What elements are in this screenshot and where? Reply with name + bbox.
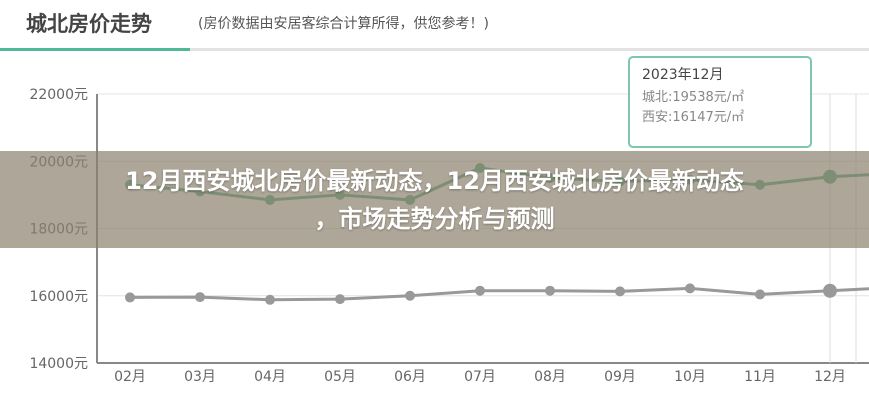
x-tick-label: 02月 [114, 369, 146, 385]
tooltip-row: 西安:16147元/㎡ [642, 110, 745, 125]
chart-subtitle: (房价数据由安居客综合计算所得，供您参考！) [198, 16, 489, 32]
data-point [823, 283, 837, 298]
data-point [755, 289, 765, 300]
x-tick-label: 11月 [744, 369, 776, 385]
tooltip-title: 2023年12月 [642, 67, 724, 83]
data-point [335, 294, 345, 305]
chart-title: 城北房价走势 [26, 12, 152, 36]
x-tick-label: 04月 [254, 369, 286, 385]
banner-line: ，市场走势分析与预测 [314, 205, 555, 233]
chart-header: 城北房价走势 (房价数据由安居客综合计算所得，供您参考！) [0, 0, 869, 51]
data-point [265, 294, 275, 305]
data-point [125, 292, 135, 303]
banner-line: 12月西安城北房价最新动态，12月西安城北房价最新动态 [125, 167, 744, 195]
y-tick-label: 14000元 [29, 356, 88, 372]
data-point [685, 283, 695, 294]
x-tick-label: 06月 [394, 369, 426, 385]
data-point [475, 285, 485, 296]
series-line [129, 286, 869, 302]
x-tick-label: 08月 [534, 369, 566, 385]
article-title-banner: 12月西安城北房价最新动态，12月西安城北房价最新动态 ，市场走势分析与预测 [0, 151, 869, 248]
x-tick-label: 09月 [604, 369, 636, 385]
x-tick-label: 07月 [464, 369, 496, 385]
x-tick-label: 12月 [814, 369, 846, 385]
tooltip-row: 城北:19538元/㎡ [642, 90, 745, 105]
data-point [195, 292, 205, 303]
x-tick-label: 03月 [184, 369, 216, 385]
data-point [615, 286, 625, 297]
y-tick-label: 22000元 [29, 87, 88, 103]
tooltip: 2023年12月 城北:19538元/㎡ 西安:16147元/㎡ [628, 56, 812, 148]
x-tick-label: 05月 [324, 369, 356, 385]
data-point [405, 290, 415, 301]
y-tick-label: 16000元 [29, 289, 88, 305]
active-tab-underline [0, 48, 190, 51]
data-point [545, 285, 555, 296]
x-tick-label: 10月 [674, 369, 706, 385]
